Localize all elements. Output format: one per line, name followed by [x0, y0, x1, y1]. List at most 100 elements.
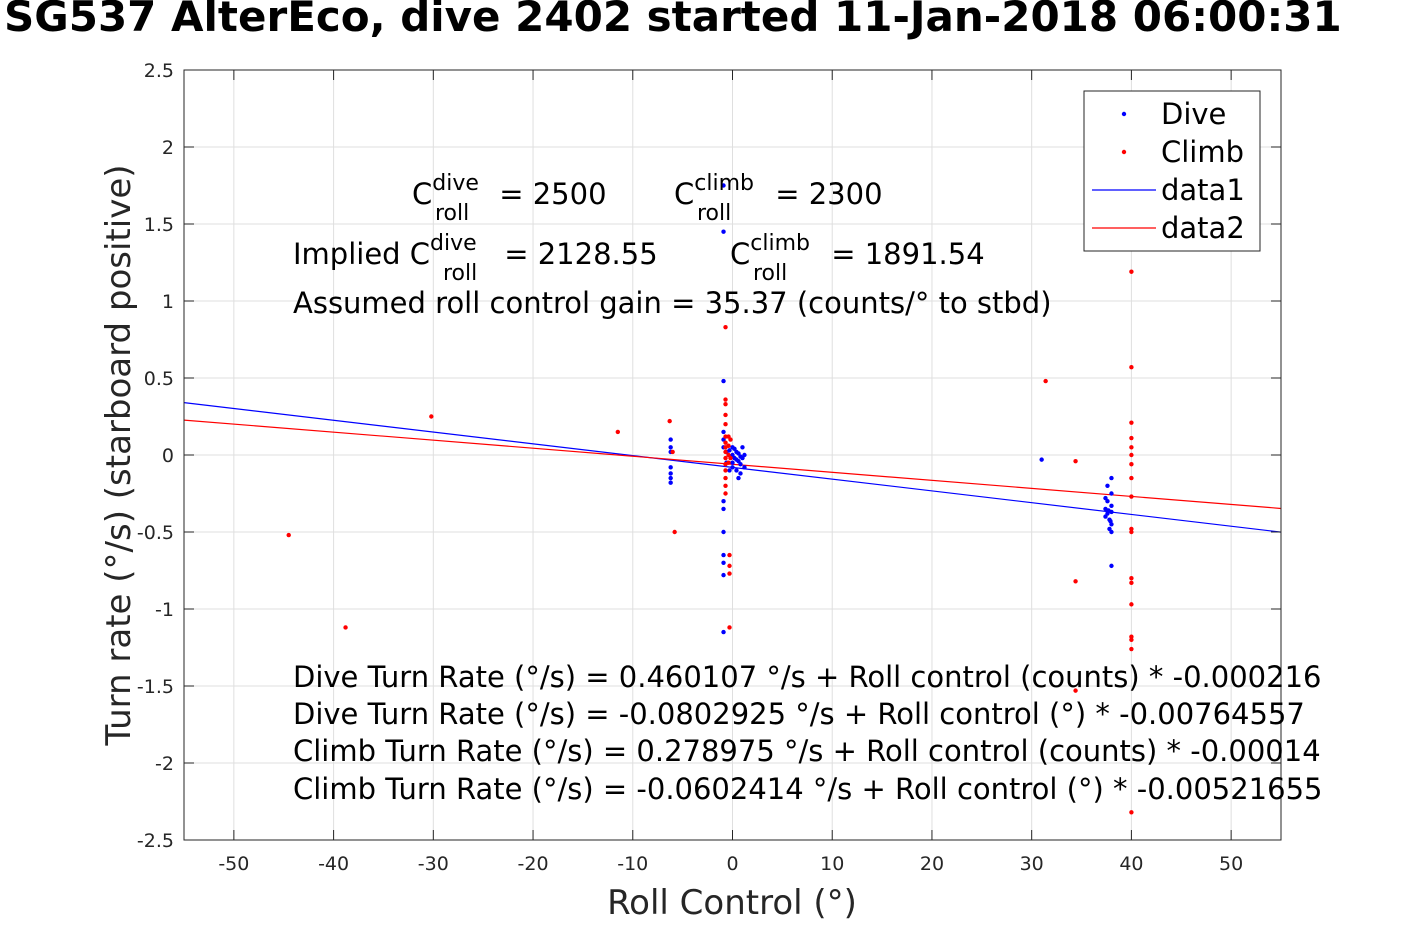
- point-climb: [1129, 637, 1134, 642]
- point-dive: [740, 445, 745, 450]
- point-climb: [1073, 688, 1078, 693]
- y-tick-label: 1.5: [144, 214, 174, 236]
- point-dive: [1109, 491, 1114, 496]
- point-climb: [1129, 580, 1134, 586]
- point-dive: [742, 452, 747, 458]
- point-climb: [1129, 452, 1134, 458]
- legend-items: Dive Climb data1 data2: [1092, 97, 1245, 245]
- point-dive: [721, 499, 726, 504]
- point-dive: [734, 468, 739, 473]
- point-climb: [723, 422, 728, 427]
- x-tick-label: -40: [318, 853, 349, 875]
- point-climb: [723, 449, 728, 455]
- legend-box: [1083, 90, 1261, 252]
- point-climb: [723, 324, 728, 330]
- point-dive: [730, 460, 735, 465]
- ticks: [184, 69, 1281, 841]
- data-points: [286, 183, 1134, 815]
- point-dive: [668, 465, 673, 470]
- point-climb: [727, 552, 732, 558]
- y-tick-label: 2.5: [144, 60, 174, 82]
- annotation-fit-3: Climb Turn Rate (°/s) = 0.278975 °/s + R…: [293, 734, 1321, 768]
- point-dive: [1109, 503, 1114, 509]
- annotation-implied-prefix: Implied C: [293, 237, 430, 271]
- annotation-fit-4: Climb Turn Rate (°/s) = -0.0602414 °/s +…: [293, 772, 1323, 806]
- point-climb: [286, 532, 291, 538]
- y-tick-label: -0.5: [137, 522, 174, 544]
- point-climb: [1129, 810, 1134, 815]
- point-climb: [1129, 576, 1134, 581]
- point-dive: [668, 475, 673, 481]
- legend-label-dive: Dive: [1161, 97, 1226, 131]
- point-climb: [1129, 646, 1134, 652]
- point-climb: [727, 571, 732, 576]
- point-climb: [728, 437, 733, 442]
- legend-label-data2: data2: [1161, 211, 1245, 245]
- point-dive: [1109, 475, 1114, 481]
- x-tick-label: 30: [1020, 853, 1044, 875]
- point-climb: [429, 414, 434, 419]
- point-dive: [721, 529, 726, 535]
- point-climb: [672, 529, 677, 535]
- point-climb: [723, 440, 728, 445]
- y-tick-labels: -2.5 -2 -1.5 -1 -0.5 0 0.5 1 1.5 2 2.5: [137, 60, 174, 852]
- point-dive: [1109, 529, 1114, 535]
- y-tick-label: -2: [155, 753, 174, 775]
- point-dive: [721, 629, 726, 635]
- annotation-c-dive-subscript: roll: [435, 201, 469, 226]
- point-dive: [1109, 563, 1114, 569]
- point-climb: [1129, 445, 1134, 450]
- y-tick-label: 0: [162, 445, 174, 467]
- x-tick-label: 50: [1219, 853, 1243, 875]
- point-dive: [1105, 499, 1110, 504]
- point-climb: [1129, 365, 1134, 370]
- annotation-implied-dive-value: = 2128.55: [495, 237, 658, 271]
- point-dive: [721, 378, 726, 384]
- legend-marker-dive: [1121, 111, 1127, 117]
- annotation-c-climb-value: = 2300: [766, 177, 883, 211]
- annotation-implied-climb: Cclimb roll = 1891.54: [730, 231, 985, 286]
- point-climb: [1129, 494, 1134, 499]
- point-climb: [723, 468, 728, 473]
- x-tick-labels: -50 -40 -30 -20 -10 0 10 20 30 40 50: [218, 853, 1243, 875]
- point-dive: [742, 465, 747, 470]
- point-dive: [668, 437, 673, 442]
- point-dive: [727, 468, 732, 473]
- point-dive: [738, 471, 743, 476]
- point-climb: [727, 625, 732, 630]
- point-dive: [668, 445, 673, 450]
- annotation-c-dive-symbol: C: [412, 177, 432, 211]
- y-tick-label: 1: [162, 291, 174, 313]
- x-tick-label: 20: [920, 853, 944, 875]
- annotation-implied-dive-subscript: roll: [443, 261, 477, 286]
- point-climb: [1073, 579, 1078, 584]
- point-climb: [723, 397, 728, 402]
- x-tick-label: 0: [726, 853, 738, 875]
- point-climb: [615, 429, 621, 435]
- legend: Dive Climb data1 data2: [1083, 90, 1261, 252]
- point-climb: [1129, 529, 1134, 535]
- point-climb: [1129, 462, 1134, 467]
- point-dive: [727, 448, 732, 453]
- point-climb: [667, 418, 672, 424]
- annotation-implied-climb-superscript: climb: [750, 231, 810, 256]
- point-dive: [721, 183, 726, 188]
- point-climb: [1129, 634, 1134, 639]
- annotation-c-climb-superscript: climb: [694, 171, 754, 196]
- annotation-fit-1: Dive Turn Rate (°/s) = 0.460107 °/s + Ro…: [293, 660, 1321, 694]
- y-axis-label: Turn rate (°/s) (starboard positive): [99, 164, 139, 746]
- point-climb: [723, 455, 728, 461]
- x-tick-label: -50: [218, 853, 249, 875]
- point-dive: [1039, 457, 1044, 462]
- annotation-c-dive-superscript: dive: [432, 171, 479, 196]
- point-climb: [1129, 269, 1134, 274]
- point-climb: [670, 449, 675, 455]
- point-climb: [723, 401, 728, 407]
- annotation-fit-2: Dive Turn Rate (°/s) = -0.0802925 °/s + …: [293, 697, 1305, 731]
- point-climb: [723, 475, 728, 481]
- annotation-gain: Assumed roll control gain = 35.37 (count…: [293, 286, 1052, 320]
- annotation-implied-dive: Implied Cdive roll = 2128.55: [293, 231, 658, 286]
- legend-label-climb: Climb: [1161, 135, 1244, 169]
- x-tick-label: -10: [617, 853, 648, 875]
